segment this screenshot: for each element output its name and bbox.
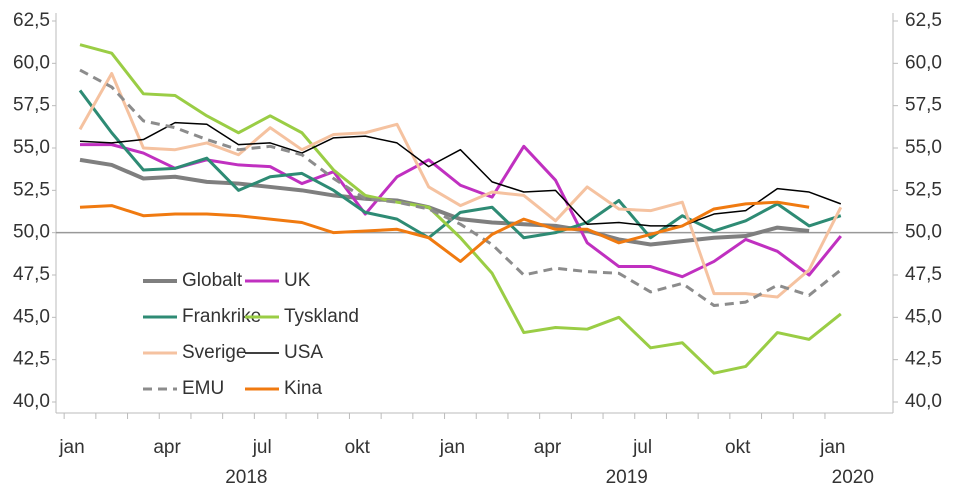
series-line [80,143,842,279]
legend-label: Tyskland [284,306,359,327]
year-label: 2020 [832,467,874,488]
x-tick-label: jan [819,437,845,458]
series-line [79,157,810,247]
legend-label: Globalt [182,270,243,291]
legend-label: Frankrike [182,306,261,327]
legend-label: UK [284,270,311,291]
y2-tick-label: 55,0 [905,137,942,158]
x-tick-label: okt [725,437,751,458]
series-line [79,121,842,227]
y2-tick-label: 47,5 [905,264,942,285]
legend-box [135,264,435,406]
y2-tick-label: 57,5 [905,95,942,116]
series-line [78,89,842,240]
series-line [78,71,843,299]
y-tick-label: 40,0 [13,391,50,412]
y2-tick-label: 42,5 [905,349,942,370]
legend-label: EMU [182,378,224,399]
y-tick-label: 52,5 [13,179,50,200]
legend-label: Sverige [182,342,246,363]
y-tick-label: 60,0 [13,52,50,73]
y-tick-label: 45,0 [13,306,50,327]
y-tick-label: 47,5 [13,264,50,285]
y2-tick-label: 45,0 [905,306,942,327]
year-label: 2018 [225,467,267,488]
series-line [79,68,842,307]
y2-tick-label: 60,0 [905,52,942,73]
year-label: 2019 [606,467,648,488]
x-tick-label: jan [58,437,84,458]
series-line [79,43,842,375]
y-tick-label: 57,5 [13,95,50,116]
y-tick-label: 50,0 [13,222,50,243]
x-tick-label: jan [439,437,465,458]
y2-tick-label: 50,0 [905,222,942,243]
x-tick-label: jul [252,437,272,458]
legend-label: USA [284,342,323,363]
y-tick-label: 62,5 [13,10,50,31]
x-tick-label: apr [534,437,562,458]
legend-label: Kina [284,378,322,399]
series-line [79,200,810,263]
y-tick-label: 42,5 [13,349,50,370]
y2-tick-label: 40,0 [905,391,942,412]
y2-tick-label: 52,5 [905,179,942,200]
y2-tick-label: 62,5 [905,10,942,31]
x-tick-label: apr [153,437,181,458]
x-tick-label: okt [345,437,371,458]
x-tick-label: jul [632,437,652,458]
y-tick-label: 55,0 [13,137,50,158]
